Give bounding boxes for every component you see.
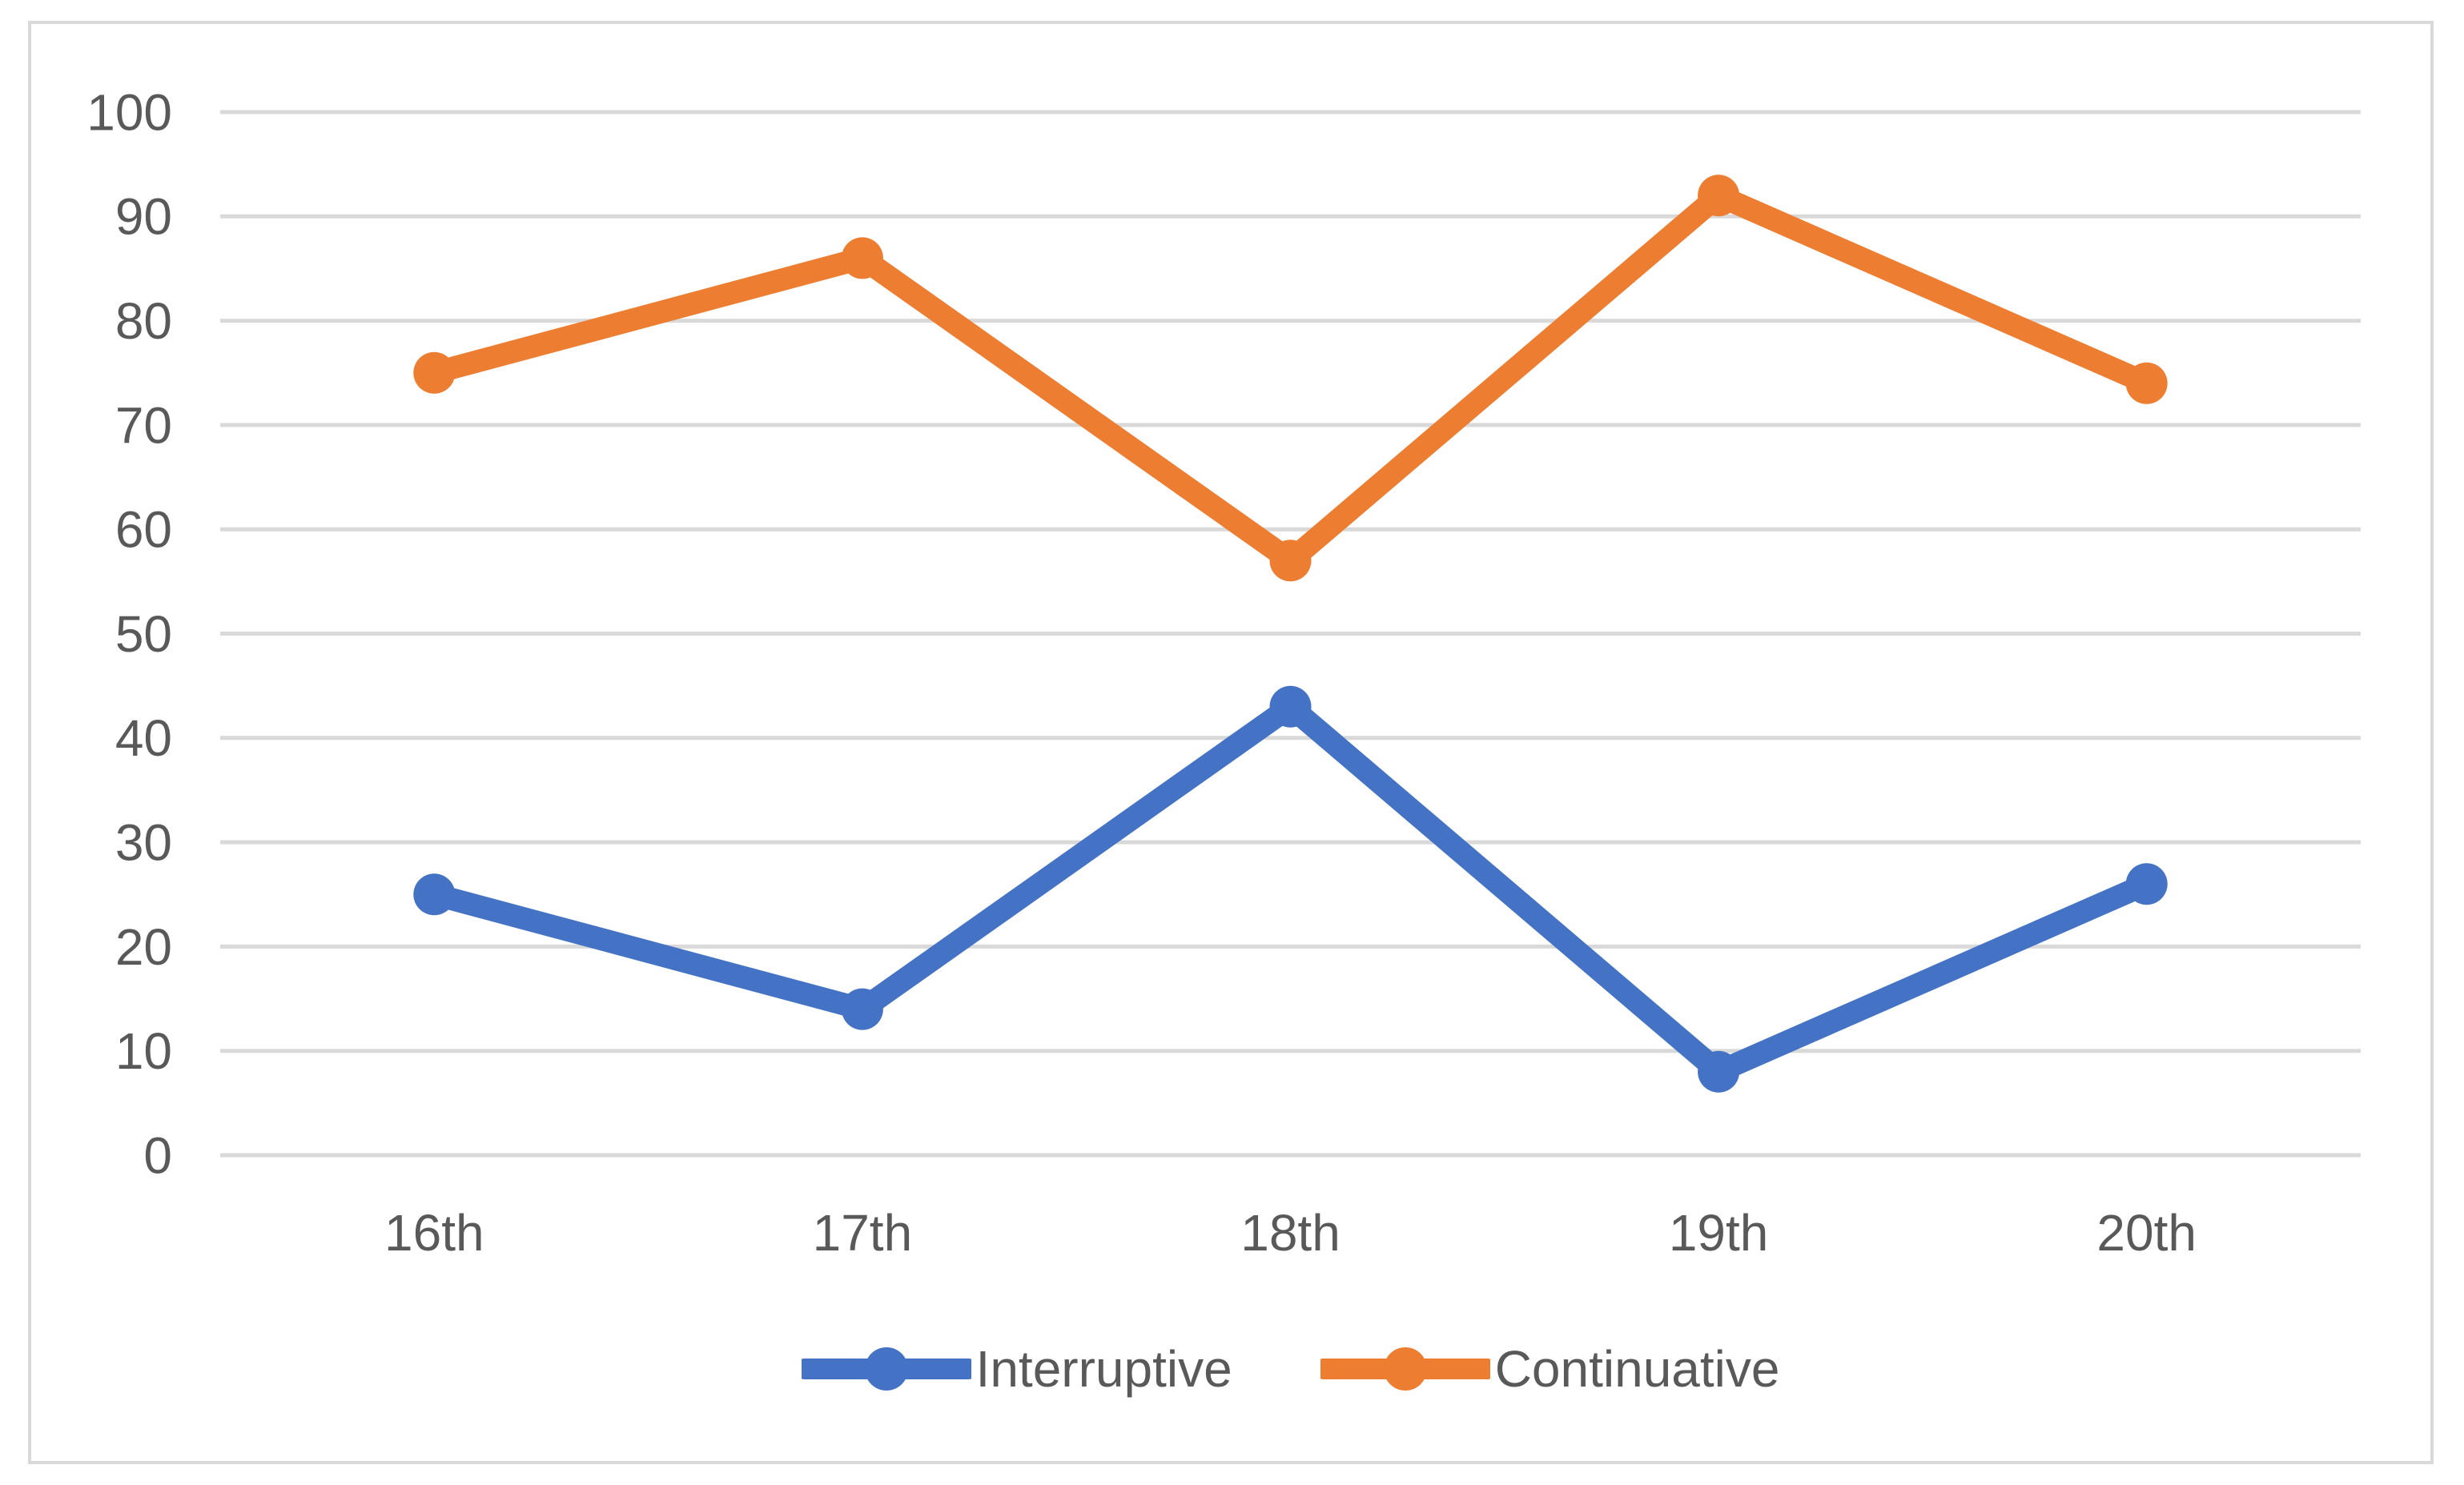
legend-item-interruptive: Interruptive [801, 1339, 1232, 1399]
legend-item-continuative: Continuative [1320, 1339, 1780, 1399]
legend-line-marker-icon [1320, 1347, 1490, 1391]
legend-line-marker-icon [801, 1347, 971, 1391]
y-tick-label: 0 [143, 1126, 172, 1184]
x-tick-label: 20th [2096, 1204, 2197, 1262]
data-point-interruptive-20th [2125, 863, 2168, 905]
y-tick-label: 100 [86, 83, 172, 141]
chart-border [28, 21, 2434, 1464]
data-point-continuative-20th [2125, 362, 2168, 404]
legend-label: Continuative [1494, 1340, 1780, 1398]
data-point-continuative-16th [413, 351, 456, 394]
legend-label: Interruptive [975, 1340, 1232, 1398]
y-tick-label: 60 [115, 501, 172, 559]
series-line-interruptive [423, 695, 2158, 1083]
data-point-interruptive-16th [413, 873, 456, 916]
y-tick-label: 10 [115, 1022, 172, 1080]
data-point-interruptive-19th [1698, 1050, 1740, 1093]
x-tick-label: 17th [813, 1204, 913, 1262]
y-tick-label: 70 [115, 396, 172, 454]
series-line-continuative [423, 184, 2158, 572]
y-tick-label: 20 [115, 918, 172, 976]
y-tick-label: 50 [115, 605, 172, 663]
chart-legend: Interruptive Continuative [220, 1335, 2361, 1403]
data-point-continuative-18th [1269, 540, 1312, 582]
x-tick-label: 19th [1669, 1204, 1769, 1262]
data-point-continuative-19th [1698, 175, 1740, 217]
y-tick-label: 40 [115, 709, 172, 767]
x-tick-label: 16th [384, 1204, 484, 1262]
data-point-interruptive-17th [841, 988, 883, 1030]
data-point-interruptive-18th [1269, 685, 1312, 728]
y-tick-label: 30 [115, 814, 172, 872]
y-tick-label: 90 [115, 188, 172, 246]
y-tick-label: 80 [115, 292, 172, 350]
data-point-continuative-17th [841, 237, 883, 279]
x-tick-label: 18th [1240, 1204, 1341, 1262]
